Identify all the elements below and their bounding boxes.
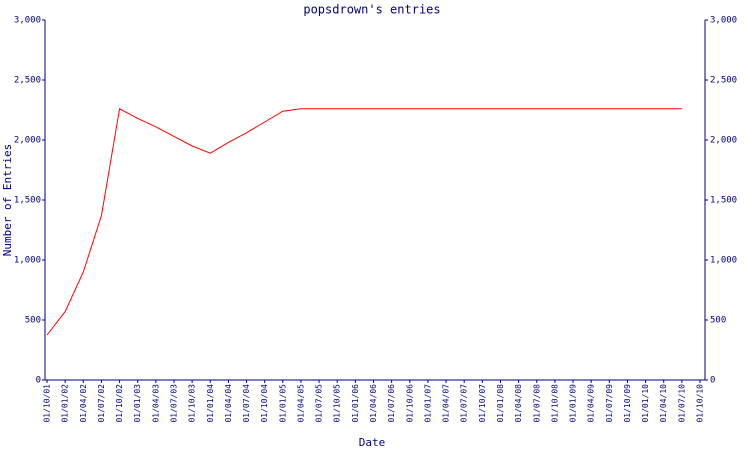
x-tick-label: 01/04/10 bbox=[659, 384, 668, 423]
x-tick-label: 01/01/03 bbox=[133, 384, 142, 423]
y-tick-label: 500 bbox=[25, 316, 41, 326]
x-tick-label: 01/07/08 bbox=[532, 384, 541, 423]
x-tick-label: 01/07/09 bbox=[605, 384, 614, 423]
y2-tick-label: 3,000 bbox=[710, 16, 737, 26]
y2-tick-label: 2,500 bbox=[710, 76, 737, 86]
x-tick-label: 01/04/07 bbox=[442, 384, 451, 423]
x-tick-label: 01/10/01 bbox=[43, 384, 52, 423]
x-tick-label: 01/10/08 bbox=[550, 384, 559, 423]
x-tick-label: 01/04/06 bbox=[369, 384, 378, 423]
x-axis-label: Date bbox=[359, 436, 386, 449]
chart-title: popsdrown's entries bbox=[303, 3, 440, 17]
x-tick-label: 01/10/07 bbox=[478, 384, 487, 423]
x-tick-label: 01/07/06 bbox=[387, 384, 396, 423]
x-tick-label: 01/01/10 bbox=[641, 384, 650, 423]
y2-tick-label: 2,000 bbox=[710, 136, 737, 146]
x-tick-label: 01/04/02 bbox=[79, 384, 88, 423]
y-tick-label: 1,000 bbox=[14, 256, 41, 266]
x-tick-label: 01/04/08 bbox=[514, 384, 523, 423]
x-tick-label: 01/01/06 bbox=[351, 384, 360, 423]
x-tick-label: 01/10/04 bbox=[260, 384, 269, 423]
y-tick-label: 3,000 bbox=[14, 16, 41, 26]
x-tick-label: 01/10/02 bbox=[115, 384, 124, 423]
x-tick-label: 01/04/04 bbox=[224, 384, 233, 423]
x-tick-label: 01/10/03 bbox=[188, 384, 197, 423]
y-tick-label: 1,500 bbox=[14, 196, 41, 206]
y2-tick-label: 1,000 bbox=[710, 256, 737, 266]
x-tick-label: 01/10/06 bbox=[405, 384, 414, 423]
y-axis-label: Number of Entries bbox=[1, 144, 14, 257]
y2-tick-label: 0 bbox=[710, 376, 715, 386]
x-tick-label: 01/10/05 bbox=[333, 384, 342, 423]
x-tick-label: 01/07/10 bbox=[677, 384, 686, 423]
x-tick-label: 01/07/03 bbox=[169, 384, 178, 423]
x-tick-label: 01/04/03 bbox=[151, 384, 160, 423]
x-tick-label: 01/04/09 bbox=[587, 384, 596, 423]
y-tick-label: 2,500 bbox=[14, 76, 41, 86]
data-line bbox=[46, 108, 682, 336]
x-tick-label: 01/01/09 bbox=[569, 384, 578, 423]
x-tick-label: 01/10/10 bbox=[696, 384, 705, 423]
x-tick-label: 01/01/02 bbox=[61, 384, 70, 423]
y2-tick-label: 500 bbox=[710, 316, 726, 326]
x-tick-label: 01/07/05 bbox=[315, 384, 324, 423]
x-tick-label: 01/07/07 bbox=[460, 384, 469, 423]
x-tick-label: 01/01/08 bbox=[496, 384, 505, 423]
x-tick-label: 01/04/05 bbox=[296, 384, 305, 423]
y-tick-label: 2,000 bbox=[14, 136, 41, 146]
x-tick-label: 01/07/02 bbox=[97, 384, 106, 423]
x-tick-label: 01/10/09 bbox=[623, 384, 632, 423]
x-tick-label: 01/07/04 bbox=[242, 384, 251, 423]
x-tick-label: 01/01/04 bbox=[206, 384, 215, 423]
x-tick-label: 01/01/05 bbox=[278, 384, 287, 423]
y2-tick-label: 1,500 bbox=[710, 196, 737, 206]
y-tick-label: 0 bbox=[36, 376, 41, 386]
x-tick-label: 01/01/07 bbox=[423, 384, 432, 423]
